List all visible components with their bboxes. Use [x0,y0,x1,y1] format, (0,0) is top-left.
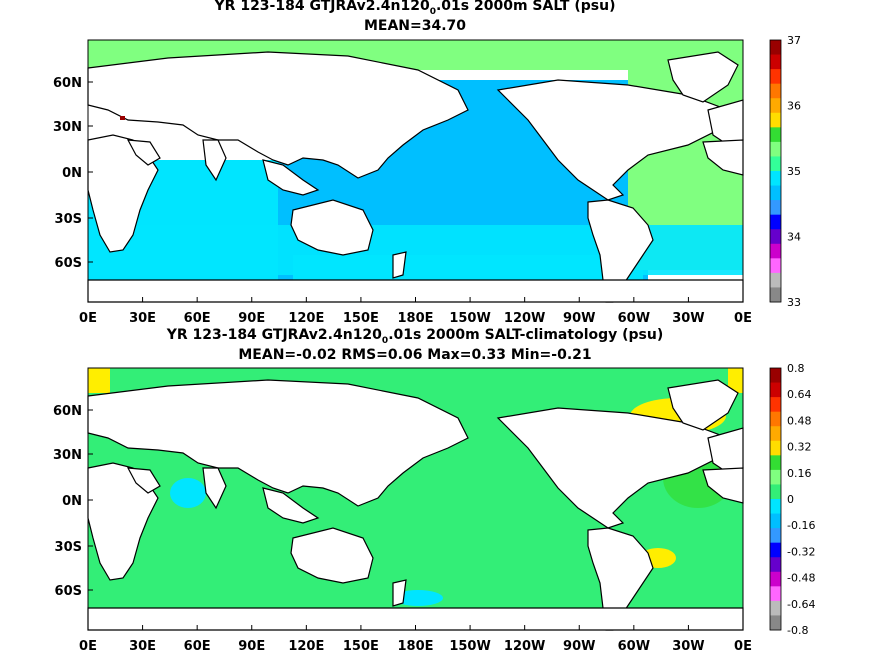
x-tick-label: 60W [618,311,650,326]
colorbar-segment [770,229,781,245]
x-tick-label: 30W [672,311,704,326]
colorbar-tick-label: 0.64 [787,388,812,401]
x-tick-label: 120W [504,639,545,654]
colorbar-segment [770,469,781,485]
colorbar-segment [770,600,781,616]
x-tick-label: 30E [129,311,156,326]
colorbar-segment [770,455,781,471]
colorbar-segment [770,571,781,587]
colorbar-segment [770,112,781,128]
x-tick-label: 0E [79,311,97,326]
y-tick-label: 30S [55,540,82,555]
colorbar-tick-label: 0.8 [787,362,805,375]
colorbar-tick-label: 0.32 [787,441,812,454]
x-tick-label: 90E [238,639,265,654]
x-tick-label: 120W [504,311,545,326]
colorbar-tick-label: -0.32 [787,545,815,558]
panel-2-stats: MEAN=-0.02 RMS=0.06 Max=0.33 Min=-0.21 [238,347,592,363]
y-tick-label: 60S [55,256,82,271]
y-tick-label: 30N [53,120,82,135]
x-tick-label: 150W [449,311,490,326]
colorbar-segment [770,528,781,544]
colorbar-tick-label: 34 [787,231,801,244]
x-tick-label: 150W [449,639,490,654]
x-tick-label: 60W [618,639,650,654]
colorbar-tick-label: 0 [787,493,794,506]
map-panel-salt [87,39,744,303]
x-tick-label: 120E [288,311,324,326]
colorbar-segment [770,243,781,259]
y-tick-label: 30N [53,448,82,463]
colorbar-segment [770,513,781,529]
colorbar-segment [770,171,781,187]
x-tick-label: 0E [734,639,752,654]
colorbar-tick-label: 35 [787,165,801,178]
y-tick-label: 0N [62,166,82,181]
x-tick-label: 0E [79,639,97,654]
colorbar-segment [770,272,781,288]
colorbar-segment [770,586,781,602]
x-tick-label: 0E [734,311,752,326]
colorbar-segment [770,127,781,143]
x-tick-label: 150E [343,311,379,326]
colorbar-tick-label: 0.16 [787,467,812,480]
colorbar-tick-label: -0.64 [787,598,815,611]
colorbar-tick-label: 36 [787,100,801,113]
colorbar-segment [770,368,781,384]
colorbar-segment [770,411,781,427]
y-tick-label: 0N [62,494,82,509]
colorbar-segment [770,542,781,558]
x-tick-label: 90E [238,311,265,326]
colorbar-segment [770,141,781,157]
panel-2-title: YR 123-184 GTJRAv2.4n1200.01s 2000m SALT… [166,327,664,346]
colorbar-tick-label: 0.48 [787,414,812,427]
colorbar-segment [770,615,781,631]
x-tick-label: 180E [397,311,433,326]
y-tick-label: 60N [53,404,82,419]
colorbar-segment [770,382,781,398]
colorbar-segment [770,484,781,500]
colorbar-segment [770,83,781,99]
colorbar-segment [770,54,781,70]
colorbar-segment [770,287,781,303]
colorbar-tick-label: 33 [787,296,801,309]
map-panel-salt-anomaly [87,367,744,631]
x-tick-label: 120E [288,639,324,654]
colorbar-segment [770,557,781,573]
colorbar-segment [770,98,781,114]
colorbar-segment [770,499,781,515]
panel-1-title: YR 123-184 GTJRAv2.4n1200.01s 2000m SALT… [214,0,616,17]
x-tick-label: 60E [184,311,211,326]
y-tick-label: 60N [53,76,82,91]
colorbar-segment [770,40,781,56]
colorbar-segment [770,185,781,201]
colorbar-segment [770,69,781,85]
colorbar-segment [770,200,781,216]
y-tick-label: 30S [55,212,82,227]
x-tick-label: 150E [343,639,379,654]
panel-1-stats: MEAN=34.70 [363,18,467,34]
colorbar-segment [770,397,781,413]
x-tick-label: 60E [184,639,211,654]
x-tick-label: 90W [563,311,595,326]
colorbar-tick-label: -0.16 [787,519,815,532]
colorbar-tick-label: -0.8 [787,624,808,637]
y-tick-label: 60S [55,584,82,599]
x-tick-label: 30E [129,639,156,654]
x-tick-label: 180E [397,639,433,654]
colorbar-segment [770,426,781,442]
colorbar-segment [770,156,781,172]
colorbar-tick-label: -0.48 [787,572,815,585]
x-tick-label: 90W [563,639,595,654]
colorbar-tick-label: 37 [787,34,801,47]
colorbar-segment [770,258,781,274]
colorbar-segment [770,440,781,456]
x-tick-label: 30W [672,639,704,654]
colorbar-segment [770,214,781,230]
